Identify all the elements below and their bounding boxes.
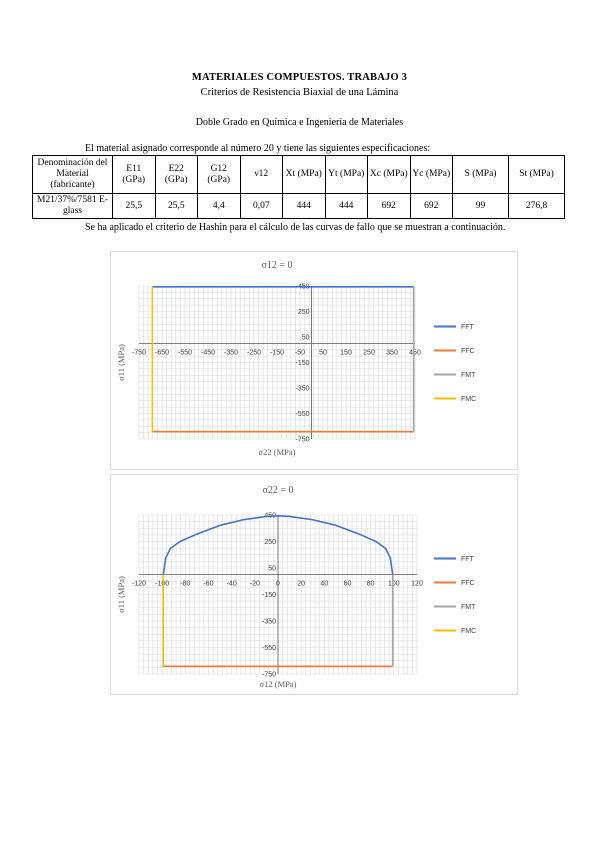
document-subtitle: Criterios de Resistencia Biaxial de una … — [200, 87, 399, 98]
x-tick-label: 350 — [386, 349, 398, 356]
table-cell: 444 — [324, 193, 368, 219]
y-axis-label: σ11 (MPa) — [116, 344, 126, 381]
x-tick-label: -150 — [270, 349, 284, 356]
legend-label: FMC — [461, 628, 476, 635]
x-tick-label: 450 — [409, 349, 421, 356]
table-header-cell: G12 (GPa) — [197, 155, 241, 194]
table-cell: 276,8 — [508, 193, 565, 219]
table-cell: 692 — [367, 193, 411, 219]
x-axis-label: σ22 (MPa) — [259, 447, 296, 457]
table-header-cell: ν12 — [239, 155, 283, 194]
table-header-cell: St (MPa) — [508, 155, 565, 194]
y-axis-label: σ11 (MPa) — [116, 576, 126, 613]
x-tick-label: 40 — [320, 581, 328, 588]
x-tick-label: -650 — [155, 349, 169, 356]
legend-label: FFC — [461, 580, 475, 587]
table-cell: 99 — [452, 193, 509, 219]
x-tick-label: -120 — [132, 581, 146, 588]
table-header-cell: Denominación del Material (fabricante) — [32, 155, 113, 194]
table-header-cell: Yt (MPa) — [324, 155, 368, 194]
y-tick-label: -750 — [262, 672, 276, 679]
y-tick-label: 50 — [302, 335, 310, 342]
x-tick-label: -80 — [180, 581, 190, 588]
x-tick-label: 20 — [297, 581, 305, 588]
x-axis-label: σ12 (MPa) — [260, 679, 297, 689]
table-cell: M21/37%/7581 E-glass — [32, 193, 113, 219]
table-header-cell: E22 (GPa) — [154, 155, 198, 194]
y-tick-label: -750 — [295, 437, 309, 444]
x-tick-label: -450 — [201, 349, 215, 356]
y-tick-label: -150 — [295, 360, 309, 367]
table-header-cell: E11 (GPa) — [112, 155, 156, 194]
y-tick-label: -550 — [295, 411, 309, 418]
table-header-cell: Xt (MPa) — [282, 155, 326, 194]
x-tick-label: 0 — [276, 581, 280, 588]
table-cell: 25,5 — [154, 193, 198, 219]
chart-sigma22-zero: -120 -100 -80 -60 -40 -20 0 20 40 60 80 100 120 450 25… — [110, 474, 518, 695]
x-tick-label: -750 — [132, 349, 146, 356]
table-cell: 25,5 — [112, 193, 156, 219]
legend-label: FMT — [461, 604, 476, 611]
table-header-cell: S (MPa) — [452, 155, 509, 194]
table-cell: 4,4 — [197, 193, 241, 219]
x-tick-label: -50 — [295, 349, 305, 356]
table-row: M21/37%/7581 E-glass 25,5 25,5 4,4 0,07 … — [32, 193, 565, 219]
x-tick-label: 60 — [344, 581, 352, 588]
chart-title: σ22 = 0 — [262, 485, 293, 496]
x-tick-label: -550 — [178, 349, 192, 356]
chart-svg: -750 -650 -550 -450 -350 -250 -150 -50 50 150 250 3… — [116, 260, 476, 457]
degree-line: Doble Grado en Química e Ingeniería de M… — [195, 117, 404, 128]
x-tick-label: -100 — [155, 581, 169, 588]
x-tick-label: 150 — [340, 349, 352, 356]
x-tick-label: -20 — [250, 581, 260, 588]
material-spec-table: Denominación del Material (fabricante) E… — [32, 155, 565, 219]
legend-label: FFC — [461, 348, 475, 355]
y-tick-label: -350 — [262, 619, 276, 626]
series-line-fft — [162, 514, 394, 575]
x-tick-label: -250 — [247, 349, 261, 356]
table-cell: 444 — [282, 193, 326, 219]
legend-label: FFT — [461, 556, 475, 563]
x-tick-label: -60 — [203, 581, 213, 588]
document-title: MATERIALES COMPUESTOS. TRABAJO 3 — [191, 72, 408, 83]
intro-paragraph: El material asignado corresponde al núme… — [85, 143, 431, 154]
hashin-paragraph: Se ha aplicado el criterio de Hashin par… — [85, 222, 506, 233]
legend-label: FMC — [461, 396, 476, 403]
y-tick-label: 250 — [264, 539, 276, 546]
x-tick-label: 100 — [388, 581, 400, 588]
table-header-cell: Yc (MPa) — [409, 155, 453, 194]
x-tick-label: 250 — [363, 349, 375, 356]
legend-label: FMT — [461, 372, 476, 379]
chart-title: σ12 = 0 — [261, 260, 292, 271]
chart-svg: -120 -100 -80 -60 -40 -20 0 20 40 60 80 100 12045025… — [116, 485, 476, 689]
table-header-cell: Xc (MPa) — [367, 155, 411, 194]
legend-label: FFT — [461, 324, 475, 331]
table-header-row: Denominación del Material (fabricante) E… — [32, 155, 565, 194]
y-tick-label: 50 — [268, 566, 276, 573]
x-tick-label: 50 — [319, 349, 327, 356]
table-cell: 692 — [409, 193, 453, 219]
y-tick-label: -350 — [295, 386, 309, 393]
x-tick-label: -40 — [227, 581, 237, 588]
y-tick-label: 250 — [298, 309, 310, 316]
table-cell: 0,07 — [239, 193, 283, 219]
chart-sigma12-zero: -750 -650 -550 -450 -350 -250 -150 -50 50 150 250 3… — [110, 251, 518, 470]
x-tick-label: -350 — [224, 349, 238, 356]
y-tick-label: -150 — [262, 592, 276, 599]
y-tick-label: -550 — [262, 645, 276, 652]
x-tick-label: 80 — [367, 581, 375, 588]
x-tick-label: 120 — [411, 581, 423, 588]
